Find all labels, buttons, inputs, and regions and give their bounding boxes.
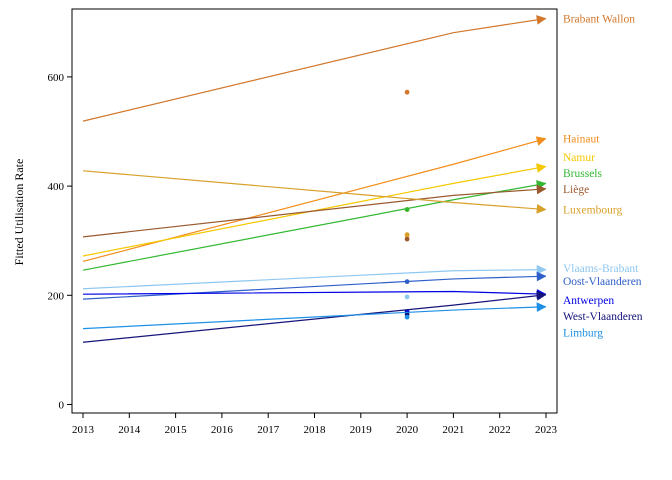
series-arrowhead-luxembourg bbox=[536, 203, 547, 214]
series-line-limburg bbox=[82, 306, 547, 330]
series-line-namur bbox=[82, 165, 547, 257]
series-label-limburg: Limburg bbox=[563, 327, 603, 339]
series-label-brussels: Brussels bbox=[563, 168, 603, 180]
series-point-2020-li-ge bbox=[404, 236, 410, 242]
series-line-luxembourg bbox=[82, 170, 547, 211]
series-point-2020-luxembourg bbox=[404, 232, 410, 238]
series-line-hainaut bbox=[82, 138, 547, 263]
series-point-2020-brussels bbox=[404, 207, 410, 212]
series-arrowhead-namur bbox=[536, 163, 547, 173]
series-label-hainaut: Hainaut bbox=[563, 134, 600, 146]
series-arrowhead-brabant-wallon bbox=[536, 15, 547, 25]
series-line-brabant-wallon bbox=[82, 17, 547, 122]
series-arrowhead-west-vlaanderen bbox=[536, 290, 547, 301]
x-tick-label: 2014 bbox=[118, 424, 141, 436]
series-line-li-ge bbox=[82, 188, 547, 238]
x-tick-label: 2023 bbox=[535, 424, 558, 436]
y-tick-label: 200 bbox=[48, 290, 65, 302]
series-line-vlaams-brabant bbox=[82, 269, 547, 290]
x-tick-label: 2022 bbox=[489, 424, 511, 436]
series-point-2020-oost-vlaanderen bbox=[404, 279, 410, 285]
x-tick-label: 2013 bbox=[72, 424, 95, 436]
y-tick-label: 600 bbox=[48, 72, 65, 84]
series-label-li-ge: Liège bbox=[563, 184, 589, 196]
y-tick-label: 0 bbox=[59, 400, 65, 412]
series-line-oost-vlaanderen bbox=[82, 275, 547, 300]
series-label-antwerpen: Antwerpen bbox=[563, 295, 614, 307]
series-line-antwerpen bbox=[82, 290, 547, 295]
axes: 2013 2014 2015 2016 2017 2018 2019 2020 2021 2022… bbox=[48, 72, 558, 436]
series-label-namur: Namur bbox=[563, 152, 595, 164]
series-arrowhead-vlaams-brabant bbox=[536, 264, 547, 275]
series-label-vlaams-brabant: Vlaams-Brabant bbox=[563, 263, 639, 275]
x-tick-label: 2021 bbox=[442, 424, 464, 436]
series-label-luxembourg: Luxembourg bbox=[563, 205, 622, 217]
x-tick-label: 2019 bbox=[350, 424, 373, 436]
series-arrowhead-hainaut bbox=[535, 136, 547, 146]
x-tick-label: 2015 bbox=[165, 424, 188, 436]
series-group bbox=[82, 15, 547, 343]
series-point-2020-brabant-wallon bbox=[404, 89, 410, 95]
x-tick-label: 2016 bbox=[211, 424, 234, 436]
y-axis-title: Fitted Utilisation Rate bbox=[12, 159, 26, 266]
series-label-oost-vlaanderen: Oost-Vlaanderen bbox=[563, 276, 642, 288]
series-labels: Brabant Wallon Hainaut Namur Brussels Liège L… bbox=[563, 13, 643, 339]
x-tick-label: 2020 bbox=[396, 424, 419, 436]
x-tick-label: 2018 bbox=[304, 424, 327, 436]
y-tick-label: 400 bbox=[48, 181, 65, 193]
series-arrowhead-li-ge bbox=[536, 184, 547, 195]
series-point-2020-vlaams-brabant bbox=[404, 294, 410, 300]
series-point-2020-limburg bbox=[404, 314, 410, 320]
series-label-brabant-wallon: Brabant Wallon bbox=[563, 13, 635, 25]
series-arrowhead-limburg bbox=[536, 302, 547, 312]
series-line-brussels bbox=[82, 182, 547, 271]
series-arrowhead-oost-vlaanderen bbox=[536, 271, 547, 282]
series-line-west-vlaanderen bbox=[82, 294, 547, 343]
series-label-west-vlaanderen: West-Vlaanderen bbox=[563, 311, 643, 323]
x-tick-label: 2017 bbox=[257, 424, 280, 436]
